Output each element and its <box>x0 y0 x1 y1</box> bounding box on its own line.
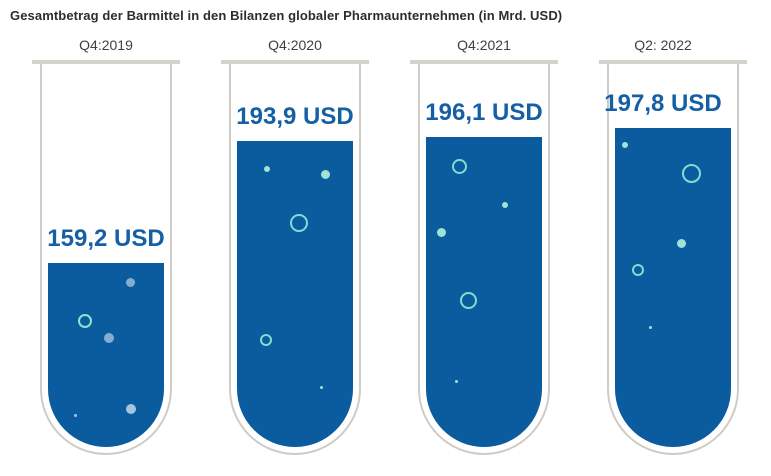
bubble <box>649 326 652 329</box>
bubble <box>320 386 323 389</box>
value-label: 197,8 USD <box>604 90 722 117</box>
bubble <box>682 164 701 183</box>
bubble <box>264 166 270 172</box>
liquid-fill <box>48 263 164 447</box>
bubble <box>622 142 628 148</box>
tube-cap <box>410 60 558 64</box>
bubble <box>437 228 446 237</box>
value-label: 196,1 USD <box>425 99 543 126</box>
liquid-fill <box>615 128 731 447</box>
bubble <box>260 334 272 346</box>
bubble <box>126 404 136 414</box>
bubble <box>502 202 508 208</box>
bubble <box>455 380 458 383</box>
chart-title: Gesamtbetrag der Barmittel in den Bilanz… <box>10 8 563 23</box>
bubble <box>677 239 686 248</box>
bubble <box>74 414 77 417</box>
category-label-q4-2020: Q4:2020 <box>268 37 322 53</box>
liquid-fill <box>426 137 542 447</box>
value-label: 193,9 USD <box>236 103 354 130</box>
tube-cap <box>32 60 180 64</box>
bubble <box>632 264 644 276</box>
bubble <box>78 314 92 328</box>
bubble <box>460 292 477 309</box>
category-label-q4-2019: Q4:2019 <box>79 37 133 53</box>
bubble <box>452 159 467 174</box>
bubble <box>321 170 330 179</box>
category-label-q2-2022: Q2: 2022 <box>634 37 692 53</box>
bubble <box>104 333 114 343</box>
category-label-q4-2021: Q4:2021 <box>457 37 511 53</box>
bubble <box>290 214 308 232</box>
value-label: 159,2 USD <box>47 225 165 252</box>
tube-cap <box>221 60 369 64</box>
bubble <box>126 278 135 287</box>
liquid-fill <box>237 141 353 447</box>
tube-cap <box>599 60 747 64</box>
